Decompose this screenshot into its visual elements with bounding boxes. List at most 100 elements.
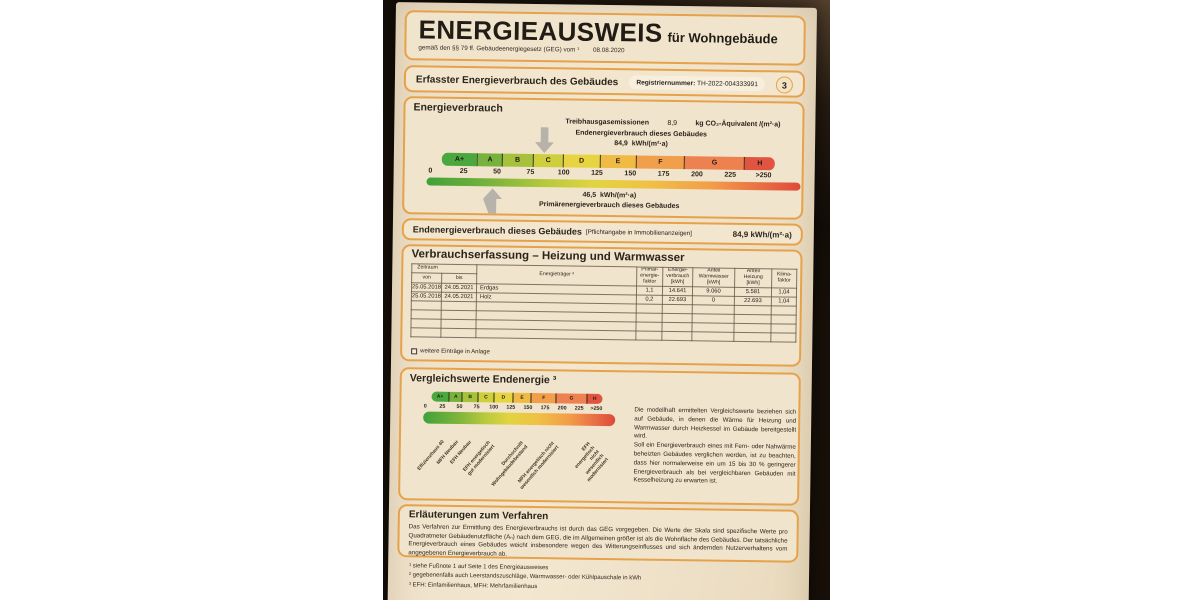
table-header-cell: Energieträger ² xyxy=(476,264,637,286)
energy-consumption-section: Energieverbrauch Treibhausgasemissionen … xyxy=(402,96,805,220)
scale-tick: 50 xyxy=(456,403,463,411)
recorded-consumption-heading: Erfasster Energieverbrauch des Gebäudes xyxy=(415,74,619,89)
table-cell xyxy=(635,330,662,341)
verbrauch-table: Zeitraum Energieträger ² Primär- energie- … xyxy=(410,263,797,343)
vergleich-label: EFH energetisch nicht wesentlich moderni… xyxy=(574,441,610,483)
table-cell xyxy=(771,314,797,325)
scale-class-D: D xyxy=(563,154,601,168)
table-cell xyxy=(441,310,477,320)
scale-tick: >250 xyxy=(590,405,603,412)
table-header-cell: Anteil Warmwasser [kWh] xyxy=(692,267,735,288)
registry-number-box: Registriernummer: TH-2022-004333991 xyxy=(629,75,766,92)
table-cell: 14.641 xyxy=(662,286,693,296)
ghg-emissions-unit: kg CO₂-Äquivalent /(m²·a) xyxy=(695,120,781,129)
scale-class-H: H xyxy=(744,156,775,171)
table-cell xyxy=(770,323,797,334)
document-title-suffix: für Wohngebäude xyxy=(667,29,778,47)
table-cell xyxy=(733,332,771,342)
consumption-table-heading: Verbrauchserfassung – Heizung und Warmwa… xyxy=(411,248,685,265)
table-cell: 22.693 xyxy=(662,295,693,305)
vergleich-labels: Effizienzhaus 40 MFH Neubau EFH Neubau EFH … xyxy=(417,437,615,502)
table-cell xyxy=(662,313,693,323)
more-entries-row: weitere Einträge in Anlage xyxy=(411,348,490,355)
mandatory-disclosure-bar: Endenergieverbrauch dieses Gebäudes [Pfl… xyxy=(401,218,803,246)
primary-energy-callout: 46,5 kWh/(m²·a) Primärenergieverbrauch d… xyxy=(496,189,722,212)
energy-class-scale: A+ A B C D E F G H 0 25 50 75 100 125 150 175 200 225 >250 xyxy=(426,152,801,191)
table-cell: 25.05.2018 xyxy=(411,282,442,293)
scale-class-E: E xyxy=(513,392,533,403)
table-cell xyxy=(440,319,477,329)
scale-tick: 50 xyxy=(493,168,501,176)
comparison-info-text: Die modellhaft ermittelten Vergleichswer… xyxy=(633,406,796,487)
scale-class-B: B xyxy=(502,153,534,167)
scale-tick: 150 xyxy=(624,170,637,178)
comparison-info-paragraph-2: Soll ein Energieverbrauch eines mit Fern… xyxy=(633,441,796,485)
scale-tick: 225 xyxy=(574,405,584,412)
scale-class-A+: A+ xyxy=(441,152,479,167)
page-number-badge: 3 xyxy=(775,76,794,94)
scale-tick: 75 xyxy=(473,404,480,411)
table-cell xyxy=(661,322,693,332)
disclosure-note: [Pflichtangabe in Immobilienanzeigen] xyxy=(585,228,693,237)
scale-class-F: F xyxy=(636,155,686,170)
scale-tick: 75 xyxy=(526,168,535,177)
table-cell: 1,04 xyxy=(771,287,797,298)
scale-class-G: G xyxy=(556,393,588,404)
primary-energy-label: Primärenergieverbrauch dieses Gebäudes xyxy=(538,201,680,211)
scale-tick: 150 xyxy=(523,404,533,412)
disclosure-label: Endenergieverbrauch dieses Gebäudes xyxy=(412,224,582,237)
table-cell xyxy=(635,321,663,332)
table-cell: 24.05.2021 xyxy=(441,292,477,302)
ghg-emissions-label: Treibhausgasemissionen xyxy=(565,118,650,127)
final-energy-value: 84,9 xyxy=(614,139,628,148)
table-cell xyxy=(410,327,441,338)
recorded-consumption-bar: Erfasster Energieverbrauch des Gebäudes … xyxy=(403,65,806,98)
law-date: 08.08.2020 xyxy=(592,47,625,55)
table-header-cell: Anteil Heizung [kWh] xyxy=(734,268,772,288)
consumption-table-section: Verbrauchserfassung – Heizung und Warmwa… xyxy=(400,244,803,367)
registry-label: Registriernummer: xyxy=(636,78,696,87)
comparison-info-paragraph-1: Die modellhaft ermittelten Vergleichswer… xyxy=(633,406,797,440)
more-entries-label: weitere Einträge in Anlage xyxy=(420,348,490,356)
table-cell xyxy=(475,328,636,340)
scale-tick: 0 xyxy=(423,403,427,410)
table-cell xyxy=(410,318,442,329)
table-cell: 24.05.2021 xyxy=(441,283,477,293)
scale-class-F: F xyxy=(531,392,557,404)
scale-class-H: H xyxy=(587,393,603,404)
scale-tick: 100 xyxy=(557,169,570,177)
table-cell: 1,1 xyxy=(636,285,663,296)
scale-class-C: C xyxy=(478,392,495,403)
scale-tick: 25 xyxy=(439,403,446,410)
comparison-values-section: Vergleichswerte Endenergie ³ A+ A B C D E F G H … xyxy=(398,367,801,506)
scale-class-B: B xyxy=(462,392,479,403)
energy-consumption-heading: Energieverbrauch xyxy=(413,101,503,115)
scale-class-E: E xyxy=(600,154,637,169)
scale-tick: 25 xyxy=(459,167,468,176)
checkbox-icon xyxy=(411,348,418,355)
table-cell xyxy=(440,328,476,338)
table-cell xyxy=(411,309,442,320)
table-header-cell: Primär- energie- faktor xyxy=(636,266,663,287)
table-cell xyxy=(770,332,796,343)
law-text: gemäß den §§ 79 ff. Gebäudeenergiegesetz… xyxy=(418,44,580,54)
footnotes: ¹ siehe Fußnote 1 auf Seite 1 des Energi… xyxy=(409,562,642,593)
explanations-text: Das Verfahren zur Ermittlung des Energie… xyxy=(408,523,788,558)
table-cell: 22.693 xyxy=(734,296,772,306)
table-cell xyxy=(441,301,477,311)
table-cell: 25.05.2018 xyxy=(411,291,442,302)
table-cell xyxy=(411,300,442,311)
table-cell xyxy=(636,312,663,323)
scale-class-C: C xyxy=(533,153,564,168)
final-energy-unit: kWh/(m²·a) xyxy=(631,140,668,148)
final-energy-arrow-icon xyxy=(535,127,554,153)
explanations-section: Erläuterungen zum Verfahren Das Verfahre… xyxy=(397,504,799,563)
scale-class-A+: A+ xyxy=(431,391,451,402)
comparison-heading: Vergleichswerte Endenergie ³ xyxy=(409,372,557,387)
table-header-cell: Klima- faktor xyxy=(771,268,797,289)
table-cell xyxy=(661,331,692,341)
title-row: ENERGIEAUSWEIS für Wohngebäude xyxy=(418,14,791,49)
table-cell: 5.581 xyxy=(734,287,772,297)
scale-tick: 100 xyxy=(489,404,499,411)
ghg-emissions-value: 8,9 xyxy=(667,119,678,127)
